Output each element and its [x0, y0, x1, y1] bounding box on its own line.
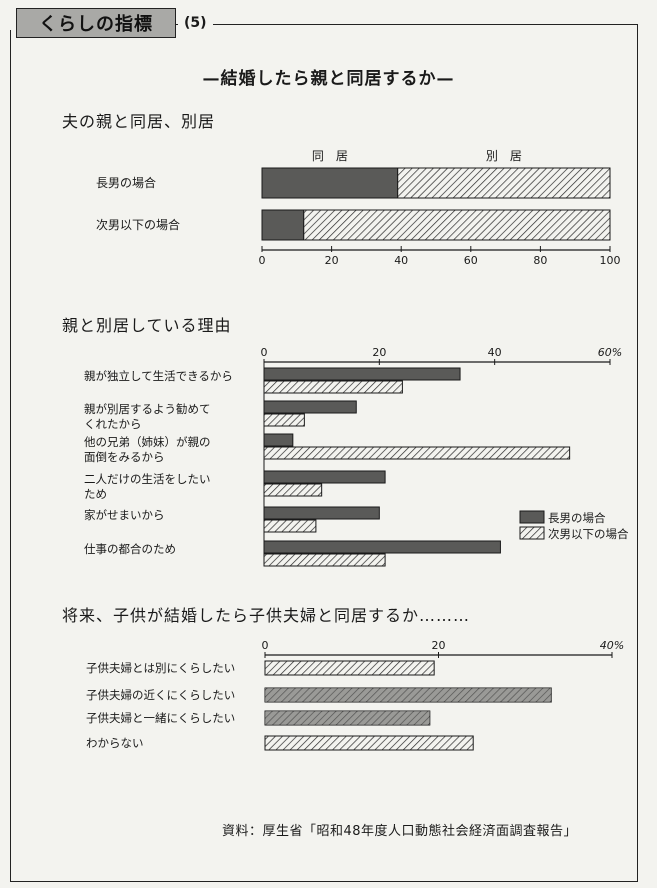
chart1-category-label: 長男の場合	[96, 175, 156, 190]
chart2-bar	[263, 433, 294, 447]
chart1-tick-label: 80	[533, 254, 547, 267]
chart1-category-label: 次男以下の場合	[96, 217, 180, 232]
chart3-bar	[264, 735, 474, 751]
section1-title: 夫の親と同居、別居	[62, 112, 216, 131]
chart2-category-label: 他の兄弟（姉妹）が親の	[84, 435, 211, 449]
chart3-bar-texture	[265, 711, 430, 725]
chart2-tick-label: 40	[488, 346, 502, 359]
chart2-category-label: ため	[84, 487, 107, 501]
header-mask	[0, 20, 16, 30]
chart3-category-label: 子供夫婦とは別にくらしたい	[86, 661, 235, 675]
chart1-bar	[397, 167, 611, 199]
chart3-bar-texture	[265, 688, 552, 702]
chart2-category-label: 二人だけの生活をしたい	[84, 472, 211, 486]
chart2-bar	[263, 380, 403, 394]
chart2-tick-label: 20	[372, 346, 386, 359]
series-label-separate: 別 居	[486, 149, 522, 163]
chart2-bar	[263, 446, 571, 460]
chart3-bar	[264, 660, 435, 676]
header-tab: くらしの指標	[16, 8, 176, 38]
chart3-tick-label: 20	[432, 639, 446, 652]
chart1-bar	[261, 167, 399, 199]
chart3-category-label: わからない	[86, 736, 144, 750]
chart1-bar	[303, 209, 611, 241]
chart2-category-label: 家がせまいから	[84, 508, 165, 522]
chart3-category-label: 子供夫婦と一緒にくらしたい	[86, 711, 235, 725]
chart2-legend-swatch	[519, 510, 545, 524]
chart2-legend-swatch	[519, 526, 545, 540]
page-frame	[10, 24, 638, 882]
chart3-tick-label: 0	[262, 639, 269, 652]
chart2-bar	[263, 367, 461, 381]
chart2-legend-label: 長男の場合	[548, 511, 606, 525]
chart2-category-label: くれたから	[84, 417, 142, 431]
chart1-bar	[261, 209, 305, 241]
chart2-legend-label: 次男以下の場合	[548, 527, 629, 541]
section3-title: 将来、子供が結婚したら子供夫婦と同居するか………	[62, 606, 471, 625]
page-title: —結婚したら親と同居するか—	[202, 69, 455, 89]
chart2-bar	[263, 553, 386, 567]
chart3-category-label: 子供夫婦の近くにくらしたい	[86, 688, 235, 702]
source-note: 資料：厚生省「昭和48年度人口動態社会経済面調査報告」	[222, 824, 578, 839]
chart2-bar	[263, 506, 380, 520]
chart2-bar	[263, 483, 323, 497]
chart2-tick-label: 0	[261, 346, 268, 359]
chart1-tick-label: 60	[464, 254, 478, 267]
chart2-tick-label: 60%	[598, 346, 622, 359]
chart2-category-label: 仕事の都合のため	[84, 542, 176, 556]
chart2-bar	[263, 540, 501, 554]
chart2-category-label: 親が別居するよう勧めて	[84, 402, 211, 416]
chart2-bar	[263, 400, 357, 414]
chart2-category-label: 親が独立して生活できるから	[84, 369, 233, 383]
chart1-tick-label: 0	[259, 254, 266, 267]
section2-title: 親と別居している理由	[62, 316, 232, 335]
chart2-bar	[263, 519, 317, 533]
chart2-bar	[263, 470, 386, 484]
chart3-tick-label: 40%	[600, 639, 624, 652]
chart1-tick-label: 40	[394, 254, 408, 267]
chart2-bar	[263, 413, 305, 427]
header-number: (5)	[178, 10, 213, 36]
chart1-tick-label: 20	[325, 254, 339, 267]
series-label-together: 同 居	[312, 149, 348, 163]
chart1-tick-label: 100	[600, 254, 621, 267]
chart2-category-label: 面倒をみるから	[84, 450, 165, 464]
